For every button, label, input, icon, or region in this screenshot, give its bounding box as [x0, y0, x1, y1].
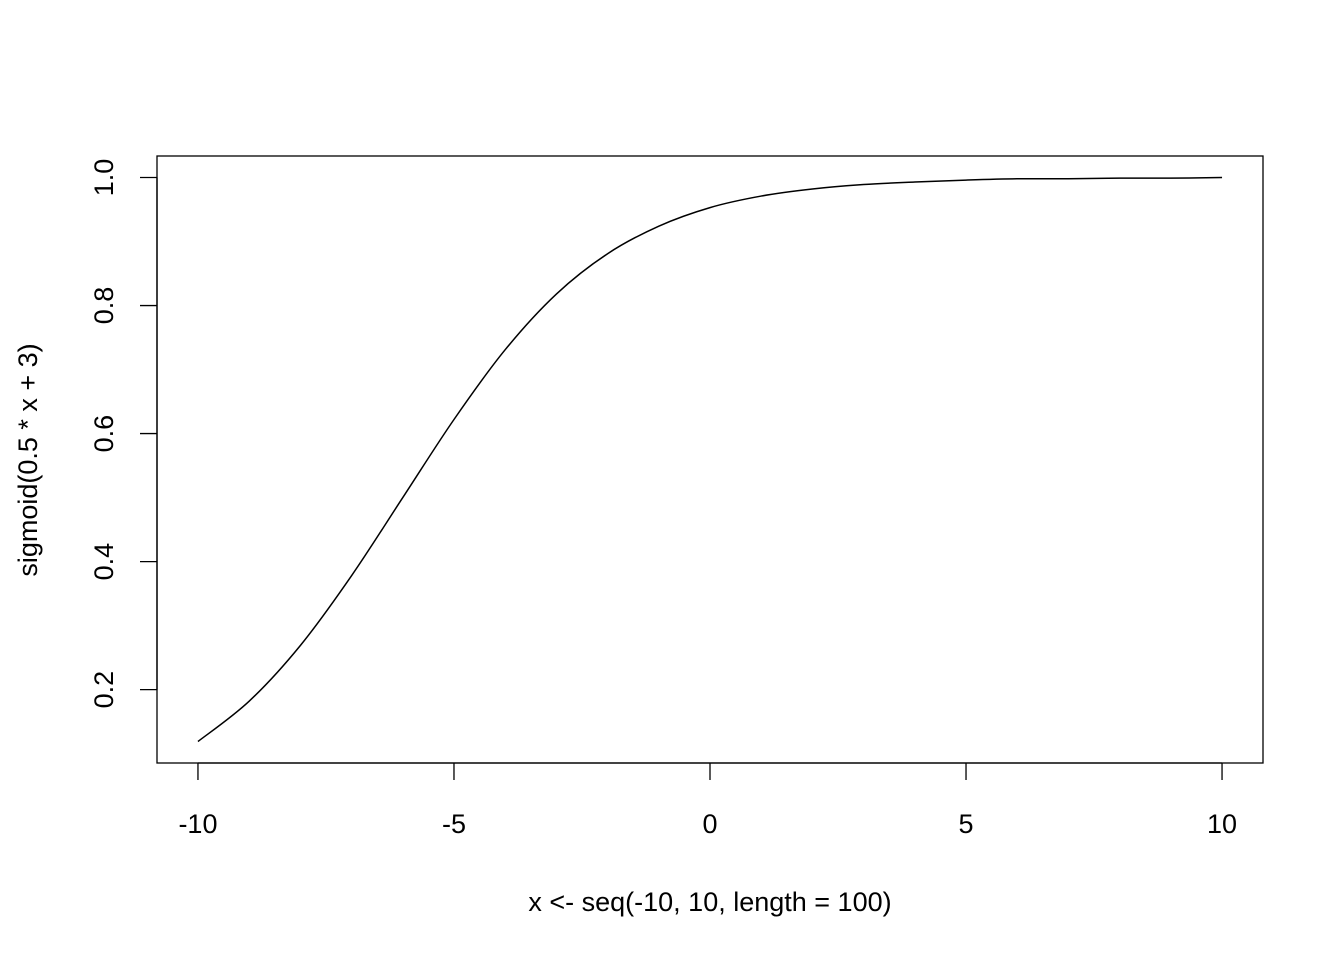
- x-axis-label: x <- seq(-10, 10, length = 100): [528, 887, 891, 917]
- x-axis: -10 -5 0 5 10: [178, 762, 1237, 839]
- y-tick-label: 0.6: [89, 415, 119, 453]
- x-tick-label: -10: [178, 809, 217, 839]
- y-axis: 0.2 0.4 0.6 0.8 1.0: [89, 159, 158, 709]
- x-tick-label: -5: [442, 809, 466, 839]
- x-tick-label: 5: [959, 809, 974, 839]
- plot-frame: [156, 155, 1264, 764]
- y-tick-label: 0.2: [89, 671, 119, 709]
- y-axis-label: sigmoid(0.5 * x + 3): [13, 343, 43, 576]
- y-tick-label: 0.4: [89, 543, 119, 581]
- y-tick-label: 1.0: [89, 159, 119, 197]
- x-tick-label: 10: [1207, 809, 1237, 839]
- x-tick-label: 0: [702, 809, 717, 839]
- series-line: [197, 176, 1223, 743]
- y-tick-label: 0.8: [89, 287, 119, 325]
